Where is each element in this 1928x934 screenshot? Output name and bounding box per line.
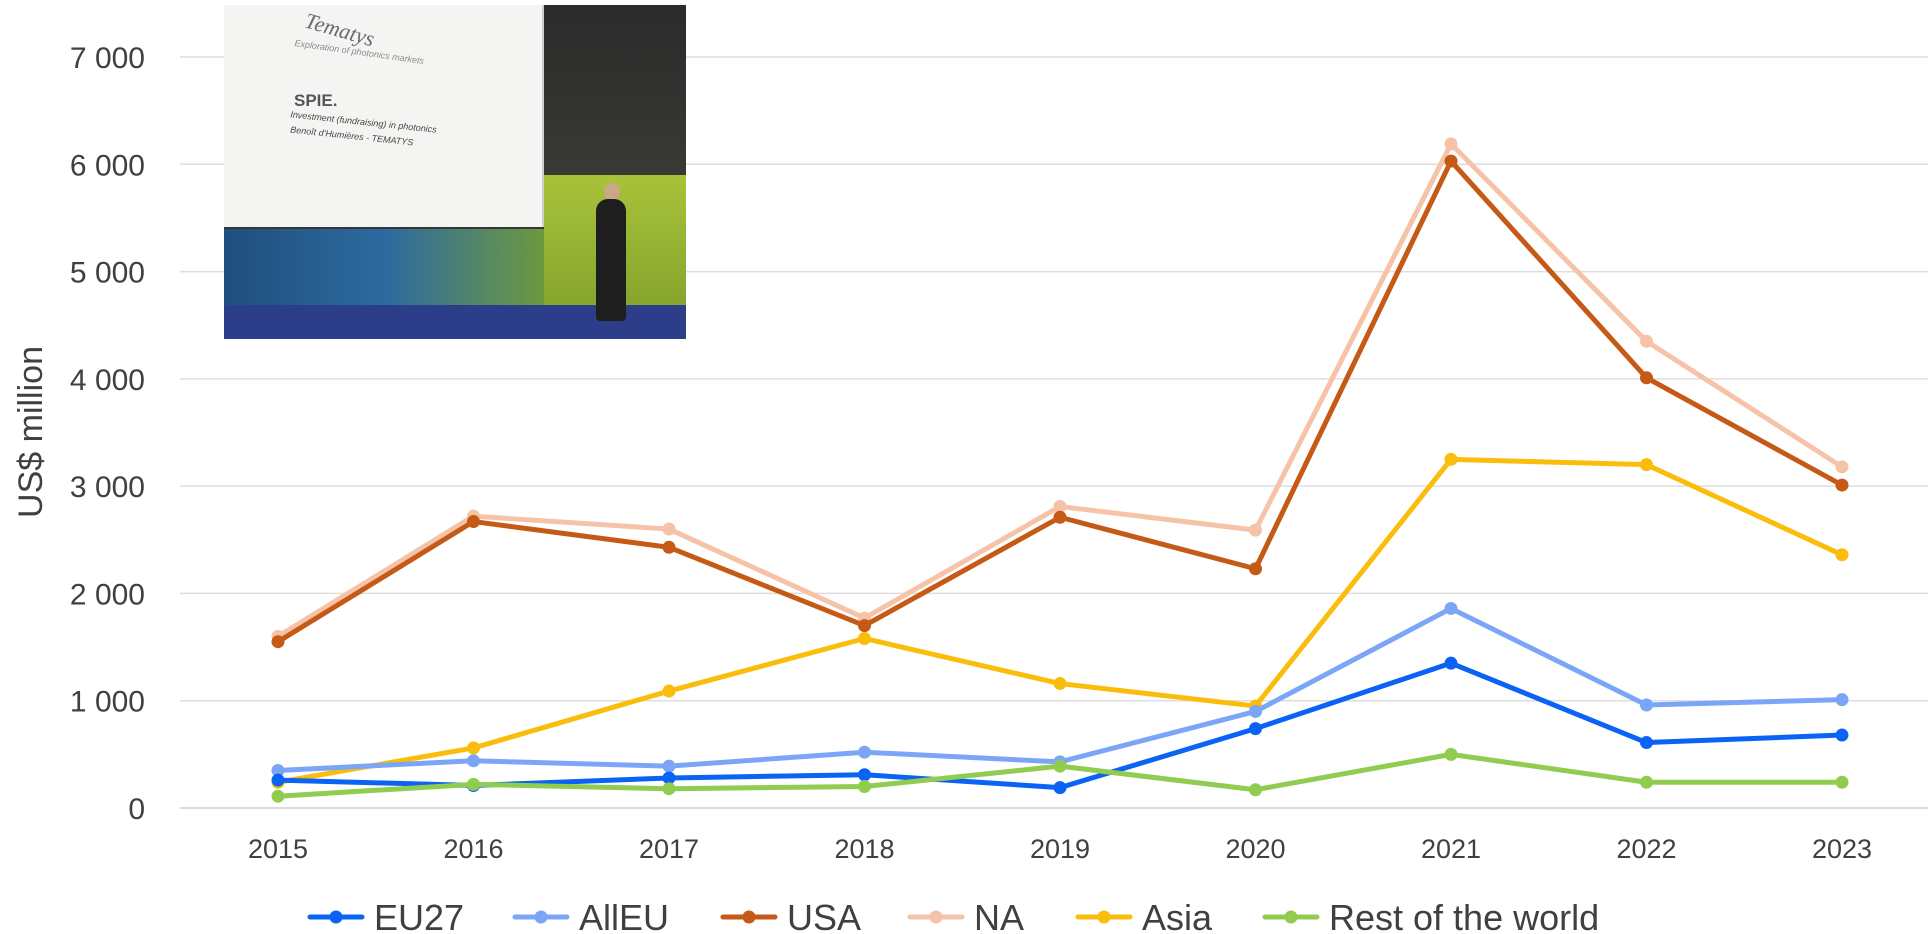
data-point: [467, 754, 480, 768]
data-point: [271, 773, 285, 787]
data-point: [662, 684, 676, 698]
y-tick-label: 0: [128, 793, 145, 826]
speaker-head: [604, 183, 620, 201]
data-point: [1640, 334, 1653, 348]
data-point: [1053, 510, 1067, 524]
y-tick-label: 3 000: [70, 471, 145, 504]
y-tick-label: 5 000: [70, 257, 145, 290]
data-point: [1835, 728, 1849, 742]
y-tick-label: 1 000: [70, 686, 145, 719]
y-axis-ticks: 0 1 000 2 000 3 000 4 000 5 000 6 000 7 000: [70, 42, 145, 826]
data-point: [1053, 500, 1067, 514]
x-axis-ticks: 2015 2016 2017 2018 2019 2020 2021 2022 2023: [248, 834, 1872, 864]
conference-photo: Tematys Exploration of photonics markets…: [224, 5, 686, 339]
series-eu27: [271, 656, 1849, 795]
legend-item: Rest of the world: [1262, 897, 1599, 934]
data-point: [1444, 452, 1458, 466]
legend: EU27 AllEU USA NA Asia Rest of the world: [307, 897, 1599, 934]
data-point: [467, 515, 480, 529]
legend-label: Rest of the world: [1329, 897, 1599, 934]
data-point: [662, 782, 676, 796]
legend-item: AllEU: [512, 897, 669, 934]
y-tick-label: 4 000: [70, 364, 145, 397]
data-point: [1640, 775, 1653, 789]
y-tick-label: 2 000: [70, 578, 145, 611]
series-rest-of-the-world: [271, 747, 1849, 803]
legend-item: EU27: [307, 897, 464, 934]
legend-label: NA: [974, 897, 1024, 934]
data-point: [1053, 759, 1067, 773]
legend-label: USA: [787, 897, 861, 934]
speaker-figure: [596, 199, 626, 321]
data-point: [1444, 154, 1458, 168]
data-point: [858, 631, 871, 645]
data-point: [1444, 747, 1458, 761]
x-tick-label: 2018: [834, 834, 894, 864]
data-point: [1053, 677, 1067, 691]
data-point: [271, 789, 285, 803]
data-point: [1835, 460, 1849, 474]
data-point: [858, 619, 871, 633]
data-point: [1835, 548, 1849, 562]
data-point: [1640, 458, 1653, 472]
x-tick-label: 2017: [639, 834, 699, 864]
x-tick-label: 2021: [1421, 834, 1481, 864]
data-point: [1640, 736, 1653, 750]
data-point: [1249, 783, 1262, 797]
legend-swatch-marker: [929, 910, 943, 924]
legend-swatch-marker: [742, 910, 756, 924]
x-tick-label: 2016: [443, 834, 503, 864]
data-point: [1053, 781, 1067, 795]
data-point: [1640, 371, 1653, 385]
legend-item: NA: [907, 897, 1024, 934]
data-point: [1249, 722, 1262, 736]
legend-label: EU27: [374, 897, 464, 934]
data-point: [858, 745, 871, 759]
legend-item: Asia: [1075, 897, 1213, 934]
x-tick-label: 2020: [1225, 834, 1285, 864]
data-point: [858, 768, 871, 782]
legend-label: AllEU: [579, 897, 669, 934]
y-axis-label: US$ million: [12, 346, 50, 518]
data-point: [271, 763, 285, 777]
data-point: [662, 540, 676, 554]
data-point: [1444, 601, 1458, 615]
data-point: [1444, 137, 1458, 151]
legend-swatch-marker: [1284, 910, 1298, 924]
x-tick-label: 2022: [1616, 834, 1676, 864]
x-tick-label: 2019: [1030, 834, 1090, 864]
data-point: [662, 759, 676, 773]
data-point: [271, 635, 285, 649]
legend-swatch-marker: [534, 910, 548, 924]
data-point: [1249, 523, 1262, 537]
legend-label: Asia: [1142, 897, 1213, 934]
x-tick-label: 2015: [248, 834, 308, 864]
banner-event: SPIE.: [294, 91, 338, 110]
x-tick-label: 2023: [1812, 834, 1872, 864]
data-point: [1835, 693, 1849, 707]
data-point: [1444, 656, 1458, 670]
data-point: [1249, 704, 1262, 718]
series-usa: [271, 154, 1849, 649]
data-point: [467, 741, 480, 755]
y-tick-label: 6 000: [70, 149, 145, 182]
data-point: [662, 771, 676, 785]
data-point: [662, 522, 676, 536]
data-point: [1249, 562, 1262, 576]
data-point: [858, 780, 871, 794]
legend-item: USA: [720, 897, 861, 934]
data-point: [467, 777, 480, 791]
data-point: [1835, 478, 1849, 492]
legend-swatch-marker: [1097, 910, 1111, 924]
photo-banner: Tematys Exploration of photonics markets…: [224, 5, 544, 227]
data-point: [1835, 775, 1849, 789]
legend-swatch-marker: [329, 910, 343, 924]
y-tick-label: 7 000: [70, 42, 145, 75]
data-series: [271, 137, 1849, 803]
data-point: [1640, 698, 1653, 712]
